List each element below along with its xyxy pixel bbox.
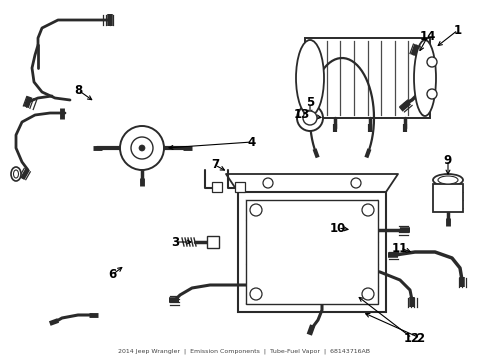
Ellipse shape <box>11 167 21 181</box>
Circle shape <box>249 204 262 216</box>
Ellipse shape <box>437 176 457 184</box>
Text: 5: 5 <box>305 96 313 109</box>
Text: 9: 9 <box>443 153 451 166</box>
Ellipse shape <box>432 174 462 186</box>
Text: 10: 10 <box>329 221 346 234</box>
Circle shape <box>249 288 262 300</box>
FancyBboxPatch shape <box>212 182 222 192</box>
Circle shape <box>120 126 163 170</box>
Text: 3: 3 <box>171 235 179 248</box>
FancyBboxPatch shape <box>432 184 462 212</box>
Circle shape <box>426 57 436 67</box>
Text: 2: 2 <box>415 332 423 345</box>
FancyBboxPatch shape <box>235 182 244 192</box>
Ellipse shape <box>295 40 324 116</box>
FancyBboxPatch shape <box>238 192 385 312</box>
Circle shape <box>426 89 436 99</box>
Circle shape <box>139 145 145 151</box>
Circle shape <box>361 288 373 300</box>
Circle shape <box>303 111 316 125</box>
Text: 8: 8 <box>74 84 82 96</box>
Ellipse shape <box>413 40 435 116</box>
Text: 12: 12 <box>403 332 419 345</box>
Circle shape <box>263 178 272 188</box>
Circle shape <box>361 204 373 216</box>
Text: 7: 7 <box>210 158 219 171</box>
Text: 13: 13 <box>293 108 309 122</box>
FancyBboxPatch shape <box>245 200 377 304</box>
Text: 4: 4 <box>247 135 256 148</box>
Text: 14: 14 <box>419 30 435 42</box>
Ellipse shape <box>14 170 19 178</box>
Text: 11: 11 <box>391 242 407 255</box>
Circle shape <box>131 137 153 159</box>
Circle shape <box>350 178 360 188</box>
FancyBboxPatch shape <box>206 236 219 248</box>
FancyBboxPatch shape <box>305 38 429 118</box>
Text: 1: 1 <box>453 23 461 36</box>
Text: 6: 6 <box>108 269 116 282</box>
Circle shape <box>296 105 323 131</box>
Text: 2014 Jeep Wrangler  |  Emission Components  |  Tube-Fuel Vapor  |  68143716AB: 2014 Jeep Wrangler | Emission Components… <box>118 348 370 354</box>
